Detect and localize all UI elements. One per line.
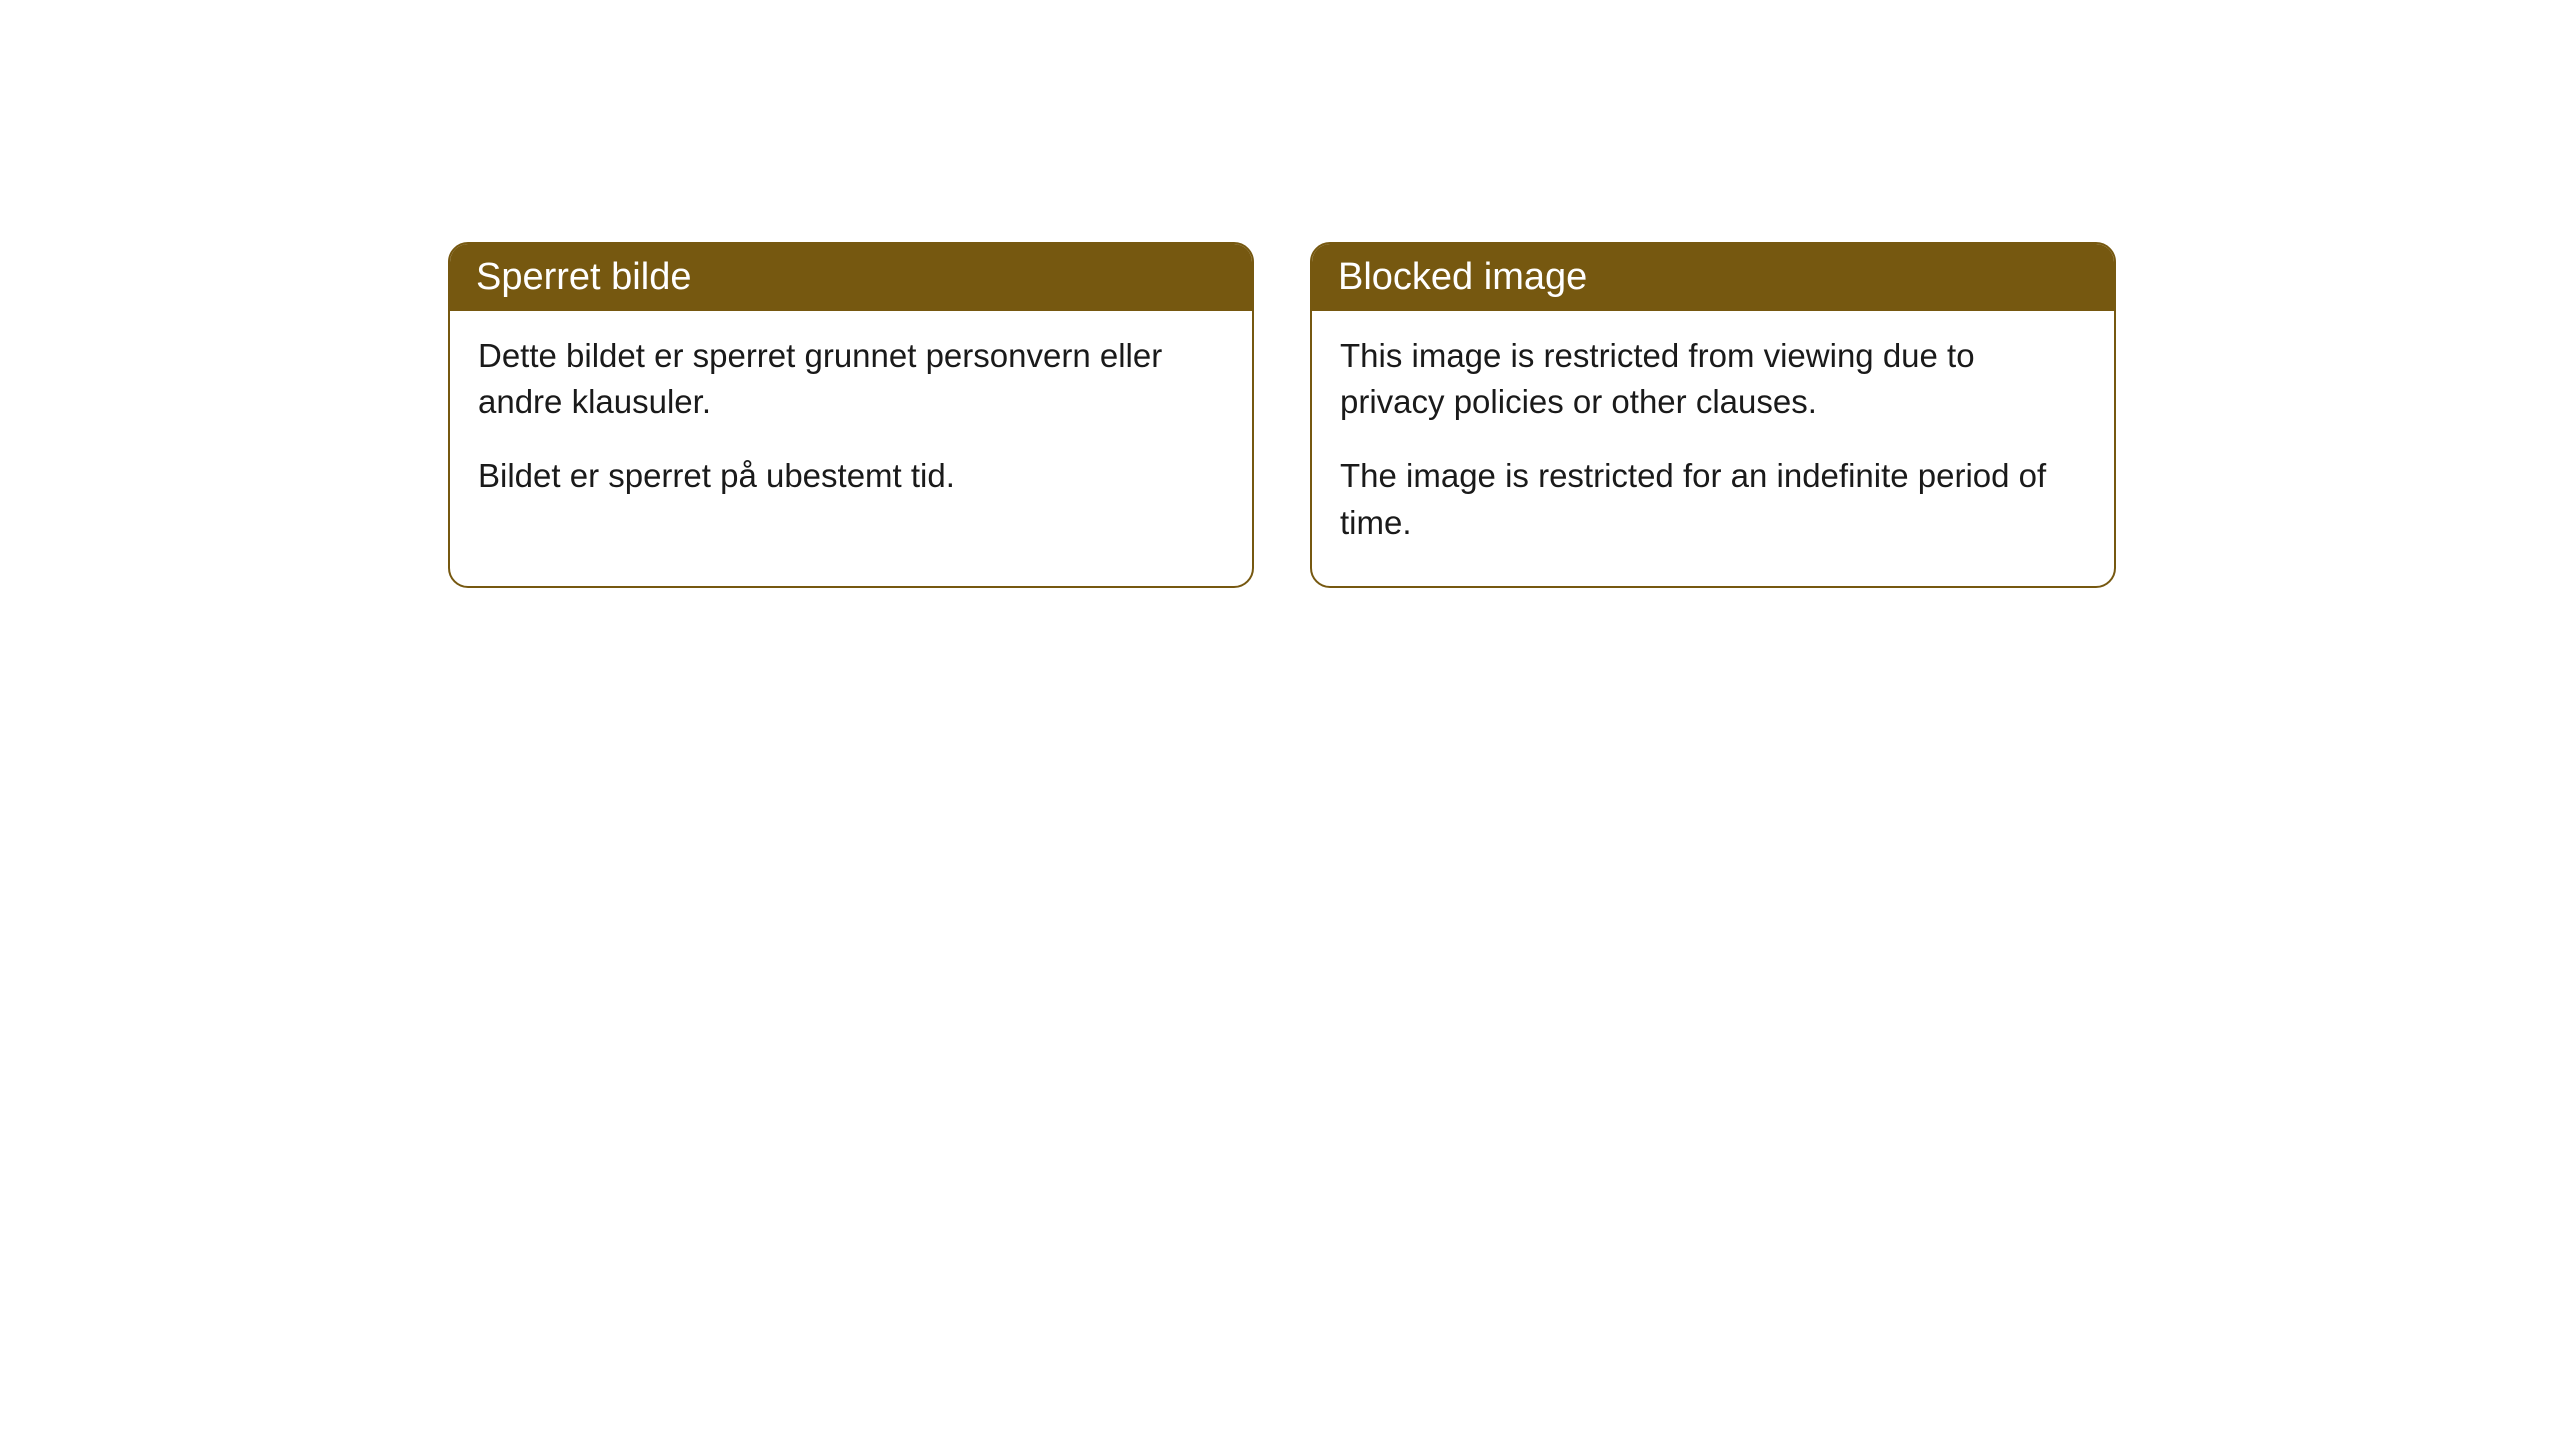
blocked-image-card-english: Blocked image This image is restricted f… (1310, 242, 2116, 588)
card-container: Sperret bilde Dette bildet er sperret gr… (0, 0, 2560, 588)
card-paragraph-2: The image is restricted for an indefinit… (1340, 453, 2086, 545)
card-body: Dette bildet er sperret grunnet personve… (450, 311, 1252, 540)
card-paragraph-1: Dette bildet er sperret grunnet personve… (478, 333, 1224, 425)
blocked-image-card-norwegian: Sperret bilde Dette bildet er sperret gr… (448, 242, 1254, 588)
card-body: This image is restricted from viewing du… (1312, 311, 2114, 586)
card-title: Blocked image (1338, 256, 1587, 298)
card-header: Blocked image (1312, 244, 2114, 311)
card-paragraph-1: This image is restricted from viewing du… (1340, 333, 2086, 425)
card-header: Sperret bilde (450, 244, 1252, 311)
card-title: Sperret bilde (476, 256, 691, 298)
card-paragraph-2: Bildet er sperret på ubestemt tid. (478, 453, 1224, 499)
